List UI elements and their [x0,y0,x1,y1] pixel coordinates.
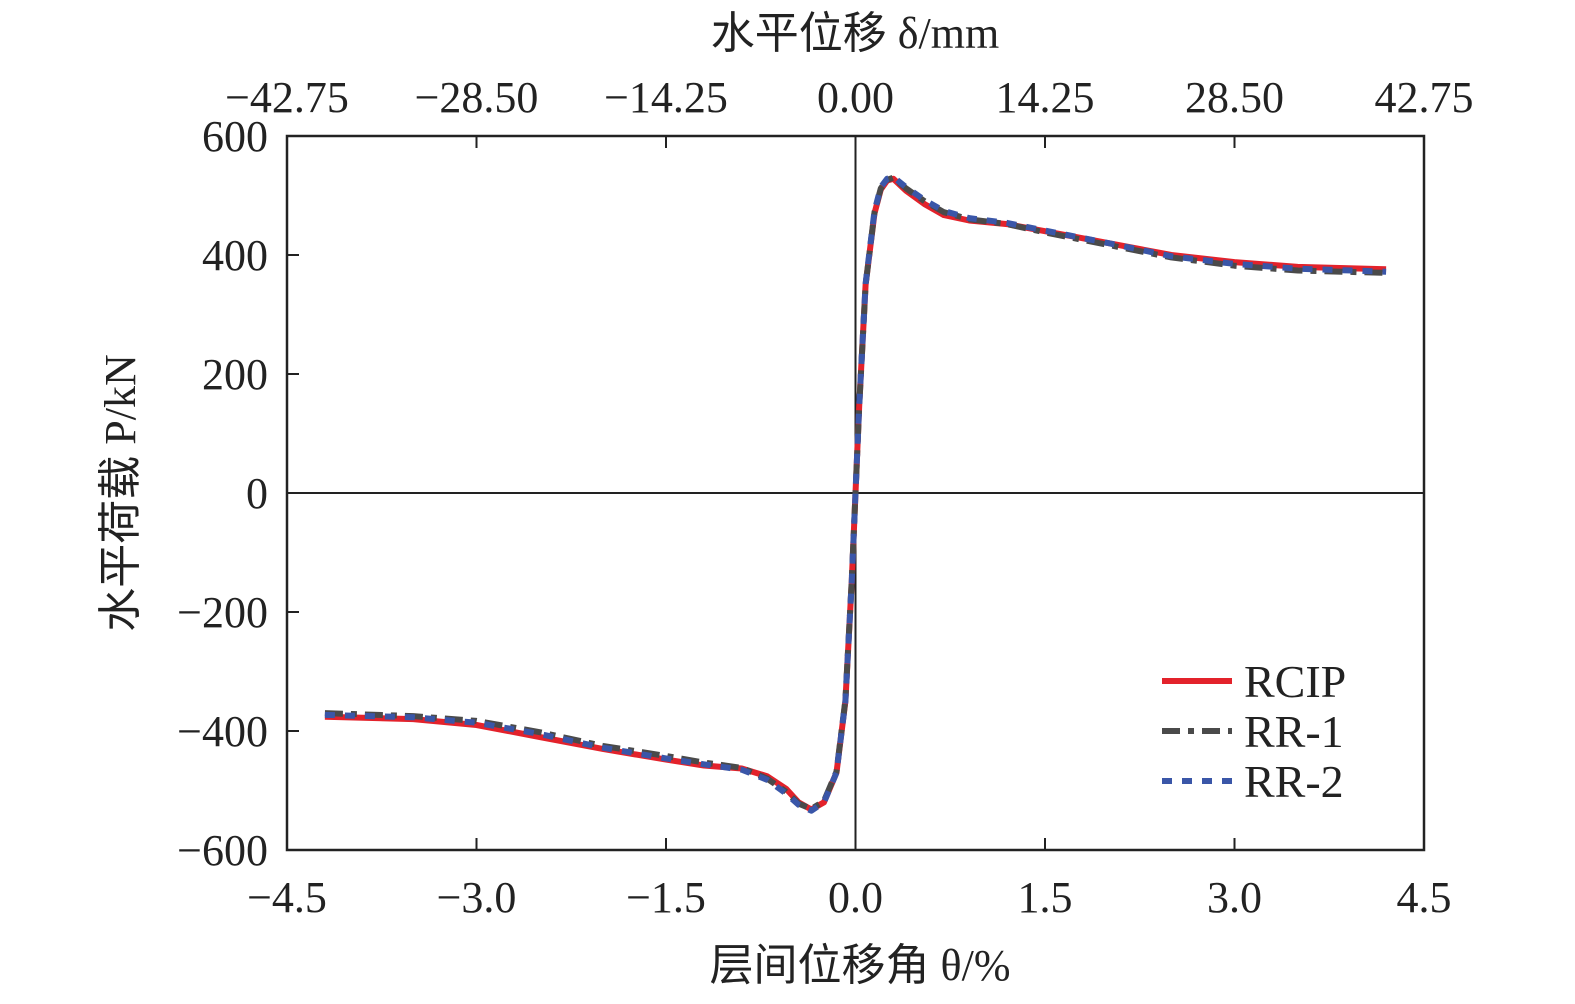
axis-ticks: −4.5 −42.75 −3.0 −28.50 −1.5 −14.25 0.0 0.00 1.5… [177,73,1473,922]
y-tick-label: 200 [202,350,268,399]
x-tick-label: 1.5 [1018,873,1073,922]
series-group [324,174,1387,814]
y-tick-label: −600 [177,826,268,875]
legend-label-rr-2: RR-2 [1244,756,1344,807]
top-tick-label: 0.00 [817,73,894,122]
x-tick-label: 4.5 [1397,873,1452,922]
top-tick-label: −42.75 [225,73,349,122]
y-axis-title: 水平荷载 P/kN [96,354,145,631]
x-axis-title-bottom: 层间位移角 θ/% [710,941,1011,990]
y-tick-label: 0 [246,469,268,518]
x-axis-title-top: 水平位移 δ/mm [711,9,999,58]
top-tick-label: −14.25 [604,73,728,122]
legend-label-rcip: RCIP [1244,656,1346,707]
x-tick-label: 0.0 [828,873,883,922]
x-tick-label: 3.0 [1207,873,1262,922]
x-tick-label: −1.5 [626,873,706,922]
y-tick-label: −200 [177,588,268,637]
x-tick-label: −4.5 [247,873,327,922]
legend-label-rr-1: RR-1 [1244,706,1344,757]
y-tick-label: 600 [202,112,268,161]
top-tick-label: 28.50 [1185,73,1284,122]
x-tick-label: −3.0 [437,873,517,922]
top-tick-label: 42.75 [1375,73,1474,122]
y-tick-label: 400 [202,231,268,280]
top-tick-label: −28.50 [415,73,539,122]
top-tick-label: 14.25 [996,73,1095,122]
y-tick-label: −400 [177,707,268,756]
series-line-rr-2 [324,174,1387,814]
